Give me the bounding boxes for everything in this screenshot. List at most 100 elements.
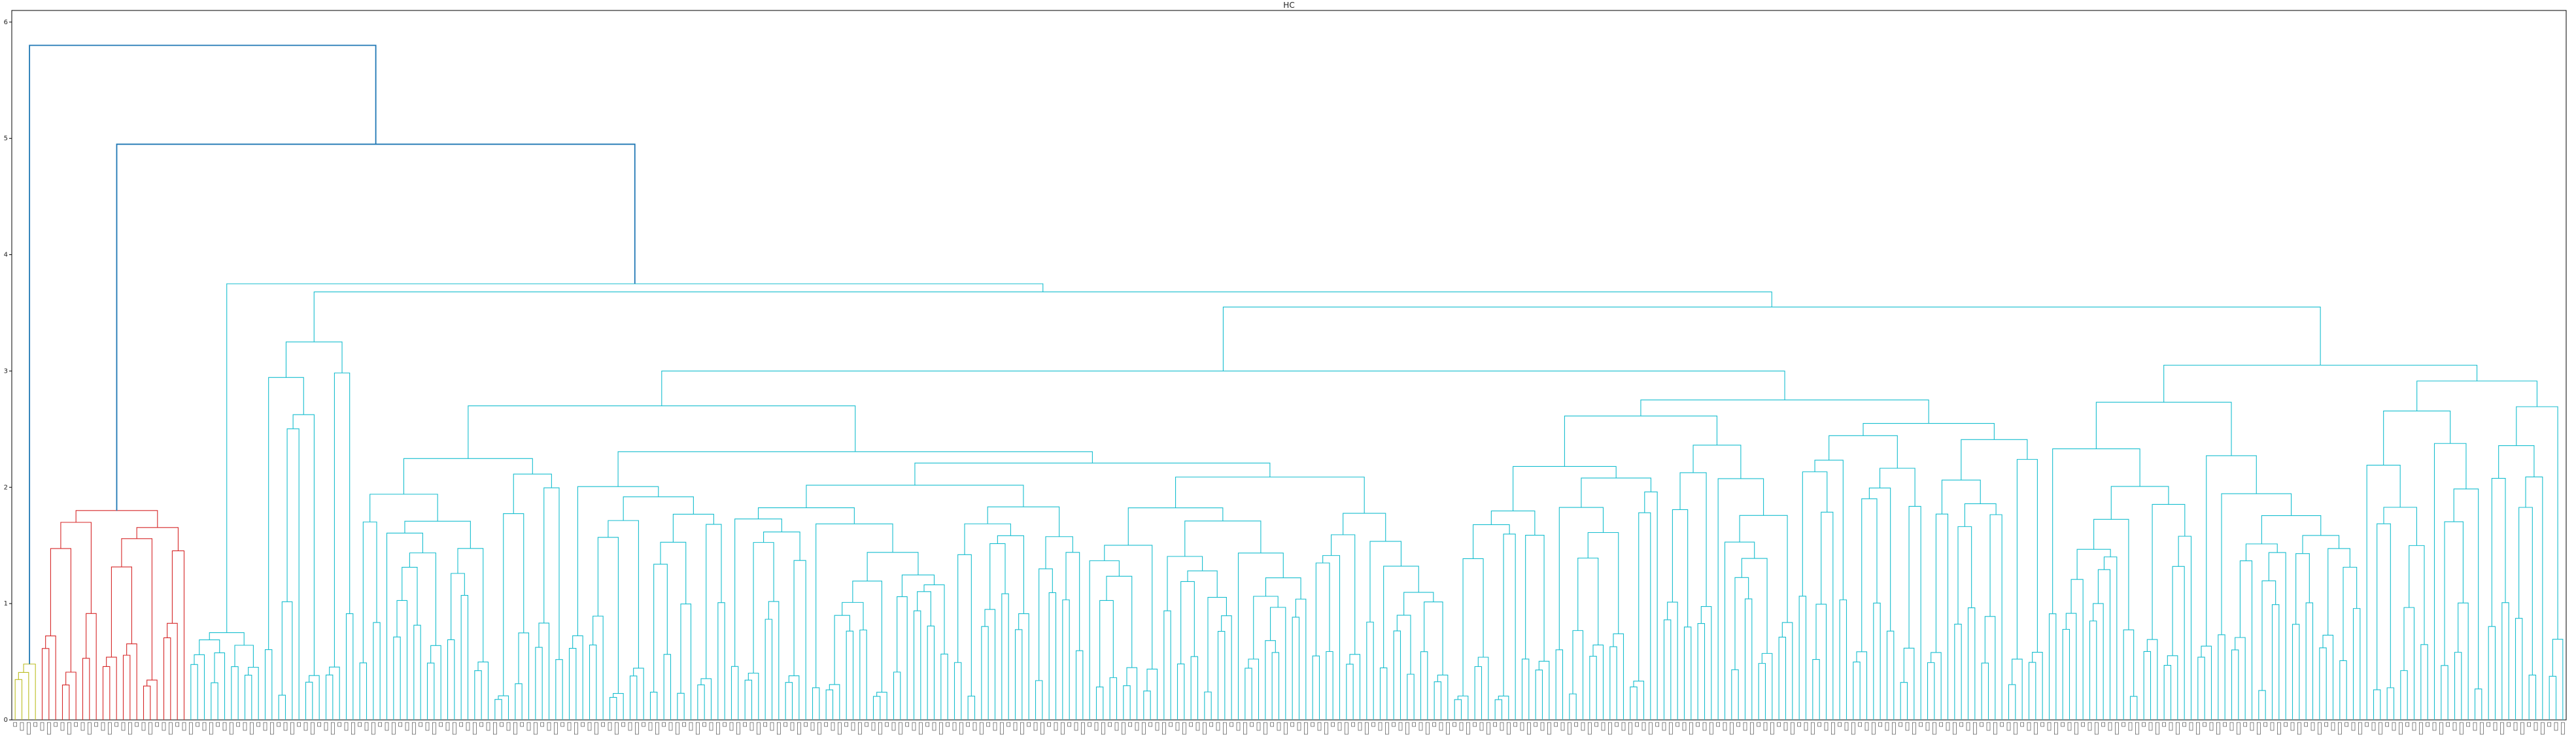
leaf-label-mark: [2446, 722, 2450, 727]
leaf-label-mark: [608, 722, 612, 731]
dendrogram-link: [1095, 687, 1104, 720]
dendrogram-link: [18, 672, 29, 720]
dendrogram-link: [788, 675, 800, 720]
leaf-label-mark: [2358, 722, 2362, 735]
dendrogram-link: [901, 574, 935, 597]
leaf-label-mark: [1993, 722, 1997, 735]
leaf-label-mark: [1182, 722, 1186, 735]
dendrogram-link: [816, 523, 893, 688]
y-tick-label: 6: [4, 19, 8, 26]
leaf-label-mark: [1844, 722, 1849, 731]
leaf-label-mark: [2331, 722, 2335, 731]
leaf-label-mark: [1061, 722, 1065, 735]
dendrogram-link: [2474, 688, 2482, 720]
leaf-label-mark: [419, 722, 422, 727]
leaf-label-mark: [1094, 722, 1099, 731]
dendrogram-link: [1781, 622, 1793, 720]
dendrogram-link: [268, 377, 304, 650]
leaf-label-mark: [1358, 722, 1362, 731]
leaf-label-mark: [2460, 722, 2464, 735]
leaf-label-mark: [878, 722, 882, 735]
leaf-label-mark: [2385, 722, 2389, 727]
leaf-label-mark: [2263, 722, 2267, 727]
leaf-label-mark: [303, 722, 308, 731]
leaf-label-mark: [2439, 722, 2443, 735]
leaf-label-mark: [2513, 722, 2518, 731]
leaf-label-mark: [635, 722, 639, 735]
leaf-label-mark: [952, 722, 957, 731]
dendrogram-link: [1900, 682, 1908, 720]
dendrogram-link: [1454, 699, 1462, 720]
leaf-label-mark: [33, 722, 37, 727]
leaf-label-mark: [655, 722, 659, 735]
dendrogram-link: [2093, 518, 2129, 630]
leaf-label-mark: [222, 722, 227, 731]
leaf-label-mark: [1925, 722, 1930, 731]
leaf-label-mark: [209, 722, 213, 735]
leaf-label-mark: [1878, 722, 1882, 727]
leaf-label-mark: [1398, 722, 1403, 731]
dendrogram-link: [717, 602, 725, 720]
leaf-label-mark: [1270, 722, 1274, 727]
leaf-label-mark: [824, 722, 828, 727]
leaf-label-mark: [1189, 722, 1193, 727]
leaf-label-mark: [2142, 722, 2146, 727]
dendrogram-link: [1343, 513, 1386, 541]
leaf-label-mark: [1135, 722, 1139, 731]
leaf-label-mark: [1175, 722, 1180, 731]
leaf-label-mark: [1385, 722, 1389, 735]
dendrogram-link: [663, 654, 672, 720]
leaf-label-mark: [162, 722, 166, 731]
dendrogram-link: [617, 451, 1093, 487]
leaf-label-mark: [1601, 722, 1606, 731]
leaf-label-mark: [479, 722, 483, 727]
dendrogram-link: [1039, 568, 1053, 681]
dendrogram-link: [334, 372, 351, 668]
leaf-label-mark: [1783, 722, 1788, 731]
dendrogram-link: [1873, 602, 1881, 720]
leaf-label-mark: [1155, 722, 1159, 731]
dendrogram-link: [1679, 472, 1707, 607]
dendrogram-link: [102, 666, 111, 720]
dendrogram-link: [812, 687, 820, 720]
dendrogram-link: [1761, 653, 1773, 720]
leaf-label-mark: [587, 722, 592, 731]
leaf-label-mark: [932, 722, 936, 731]
leaf-label-mark: [1770, 722, 1774, 735]
leaf-label-mark: [1142, 722, 1146, 735]
dendrogram-link: [409, 552, 436, 646]
leaf-label-mark: [371, 722, 375, 735]
leaf-label-mark: [966, 722, 970, 727]
dendrogram-link: [1981, 662, 1989, 720]
leaf-label-mark: [2189, 722, 2193, 731]
leaf-label-mark: [1311, 722, 1314, 727]
leaf-label-mark: [20, 722, 24, 731]
leaf-label-mark: [1858, 722, 1862, 727]
leaf-label-mark: [993, 722, 997, 731]
dendrogram-link: [2271, 604, 2280, 720]
dendrogram-link: [1265, 640, 1276, 720]
leaf-label-mark: [1797, 722, 1801, 727]
dendrogram-link: [829, 684, 840, 720]
dendrogram-link: [1014, 629, 1023, 720]
dendrogram-link: [1908, 505, 1921, 720]
dendrogram-link: [199, 639, 220, 655]
leaf-label-mark: [1513, 722, 1517, 727]
leaf-label-mark: [1689, 722, 1693, 735]
leaf-label-mark: [1345, 722, 1348, 735]
dendrogram-link: [1538, 660, 1550, 720]
leaf-label-mark: [1351, 722, 1355, 727]
leaf-label-mark: [1804, 722, 1808, 731]
leaf-label-mark: [2020, 722, 2024, 727]
leaf-label-mark: [405, 722, 409, 731]
leaf-label-mark: [1426, 722, 1430, 735]
leaf-label-mark: [2486, 722, 2490, 727]
leaf-label-mark: [1730, 722, 1734, 735]
leaf-label-mark: [2324, 722, 2328, 727]
dendrogram-link: [1204, 691, 1212, 720]
leaf-label-mark: [344, 722, 349, 731]
dendrogram-link: [1494, 699, 1503, 720]
leaf-label-mark: [1337, 722, 1342, 731]
dendrogram-link: [893, 672, 901, 720]
dendrogram-link: [305, 681, 313, 720]
